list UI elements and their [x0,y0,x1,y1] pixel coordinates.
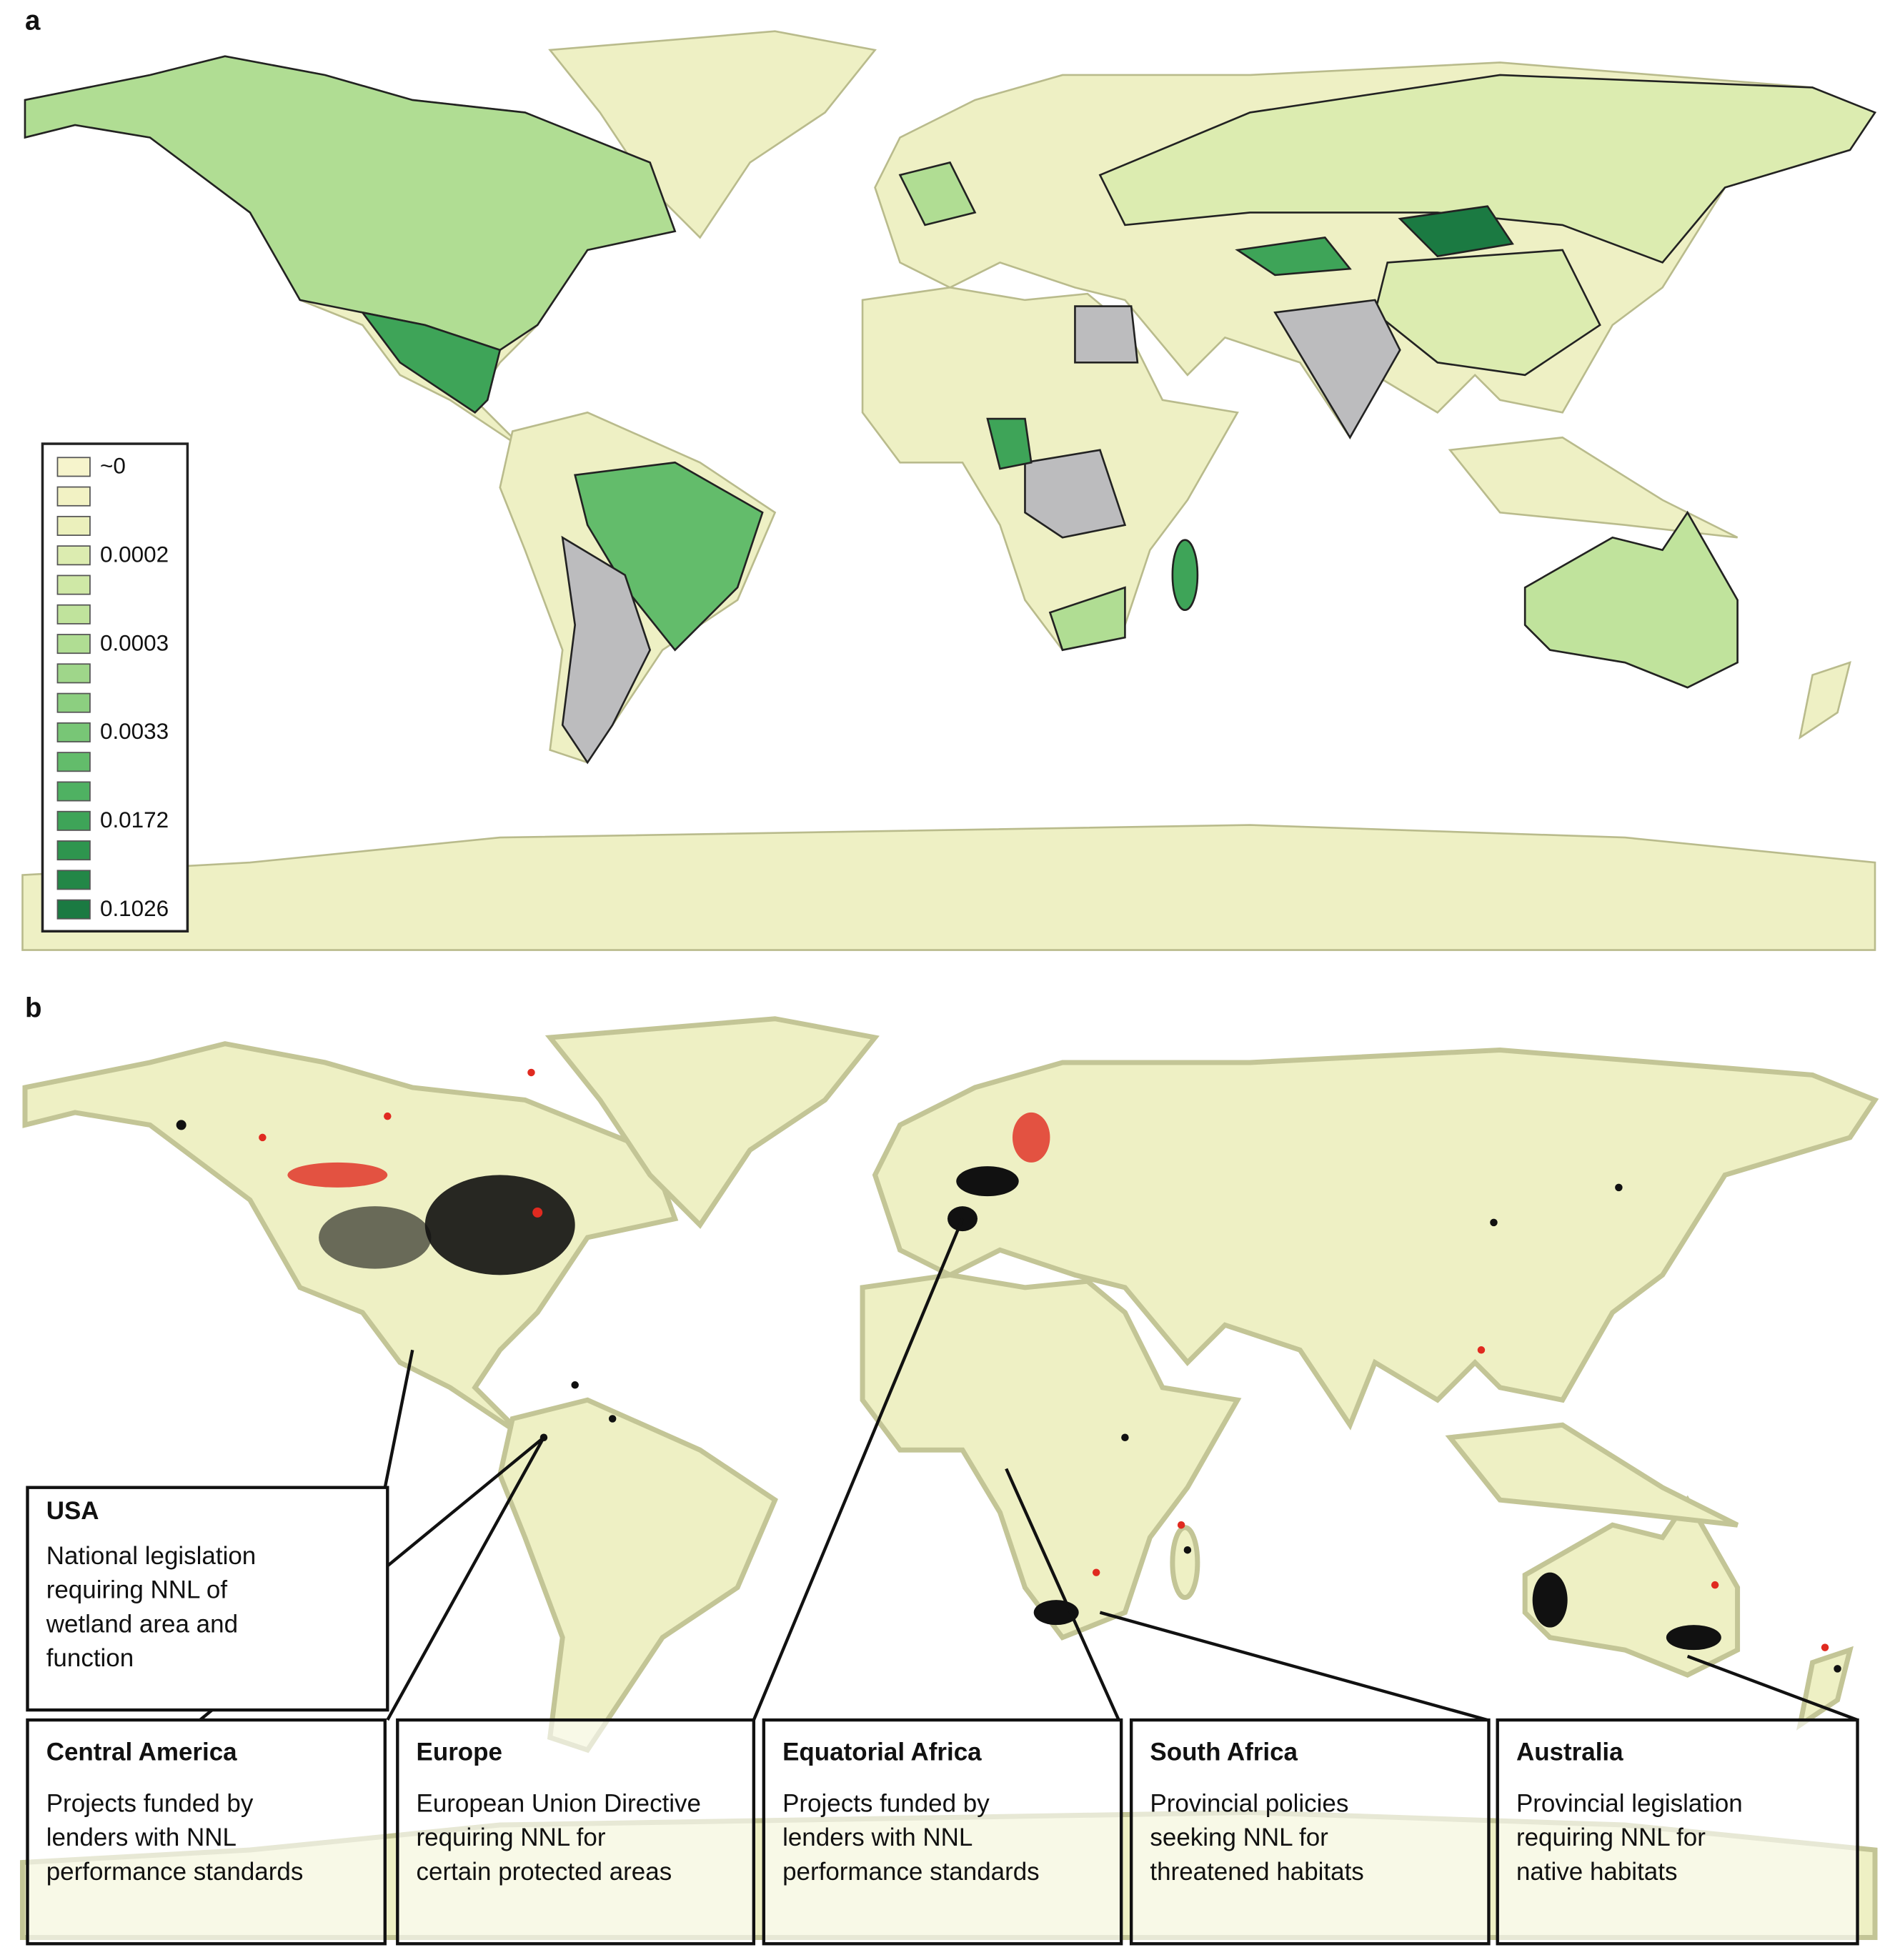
country-fills [24,55,1876,765]
callout-text: Provincial policies [1150,1789,1348,1817]
legend-swatch [56,457,91,477]
legend-swatch [56,604,91,625]
callout-text: performance standards [782,1858,1040,1886]
legend-swatch [56,870,91,890]
legend-swatch [56,840,91,861]
legend-label: ~0 [100,454,126,479]
callout-title: South Africa [1150,1738,1298,1766]
legend-swatch [56,899,91,920]
legend-swatch [56,515,91,536]
callout-text: lenders with NNL [46,1824,237,1851]
legend-label: 0.0002 [100,542,169,567]
callout-lines [199,1218,1859,1722]
callout-box [762,1718,1123,1946]
callout-text: function [46,1644,134,1672]
callout-text: Projects funded by [782,1789,990,1817]
callout-title: Europe [417,1738,502,1766]
panel-label: b [25,993,42,1024]
legend-label: 0.1026 [100,896,169,921]
legend-swatch [56,545,91,566]
callout-text: seeking NNL for [1150,1824,1328,1851]
callout-box [1129,1718,1491,1946]
callout-title: Australia [1516,1738,1623,1766]
callout-box [26,1718,387,1946]
legend-swatch [56,781,91,802]
legend-swatch [56,574,91,595]
callout-text: Projects funded by [46,1789,254,1817]
callout-text: performance standards [46,1858,304,1886]
callout-text: threatened habitats [1150,1858,1363,1886]
callout-title: Equatorial Africa [782,1738,982,1766]
callout-text: requiring NNL for [417,1824,606,1851]
callout-text: National legislation [46,1542,257,1570]
legend-swatch [56,634,91,655]
legend-swatch [56,692,91,713]
panel-label: a [25,6,41,36]
legend-swatch [56,752,91,772]
legend-swatch [56,810,91,831]
callout-title: Central America [46,1738,237,1766]
callout-title: USA [46,1497,99,1525]
callout-text: requiring NNL for [1516,1824,1706,1851]
callout-box [26,1486,389,1712]
site-cluster [176,1120,1841,1673]
legend-swatch [56,486,91,507]
callout-text: wetland area and [46,1610,238,1638]
legend-swatch [56,663,91,684]
legend: ~0 0.0002 0.0003 0.0033 0.0172 0.1026 [56,454,169,921]
callout-text: lenders with NNL [782,1824,973,1851]
callouts: USA National legislation requiring NNL of w… [26,1486,1859,1946]
callout-text: certain protected areas [417,1858,672,1886]
callout-text: European Union Directive [417,1789,701,1817]
project-sites [176,1068,1841,1673]
callout-text: requiring NNL of [46,1576,228,1604]
legend-swatch [56,722,91,742]
callout-text: Provincial legislation [1516,1789,1743,1817]
legend-label: 0.0003 [100,630,169,655]
callout-text: native habitats [1516,1858,1678,1886]
callout-box [1496,1718,1859,1946]
callout-box [396,1718,756,1946]
site-cluster [259,1068,1829,1651]
legend-label: 0.0172 [100,807,169,832]
legend-label: 0.0033 [100,719,169,744]
